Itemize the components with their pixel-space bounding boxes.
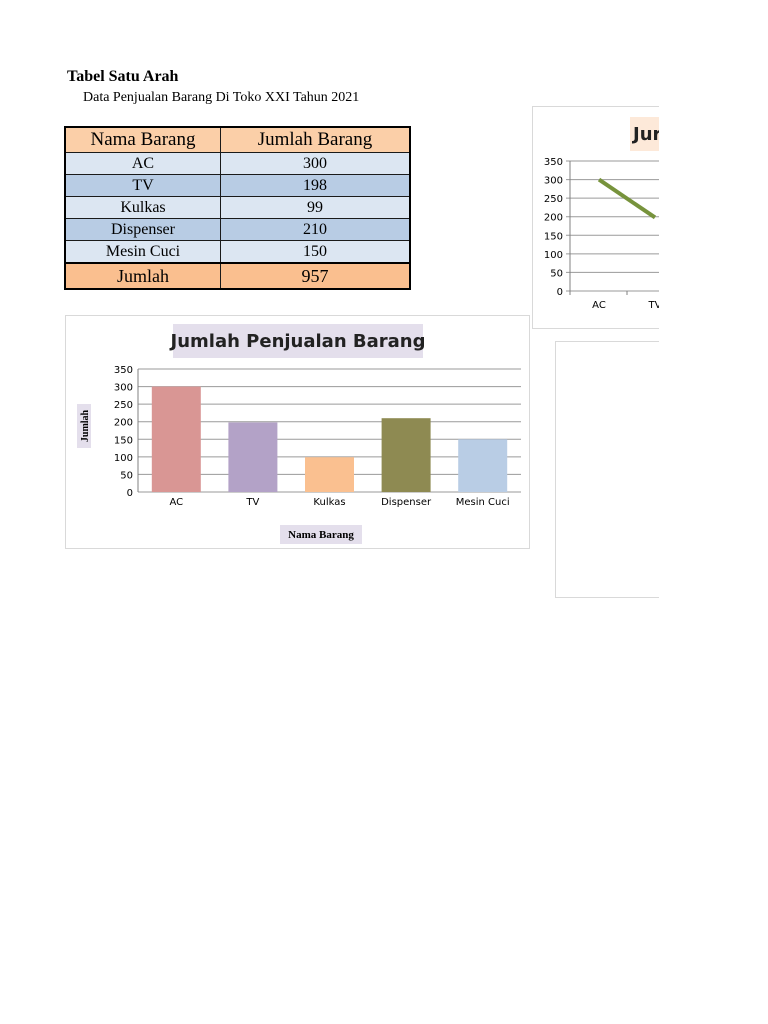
y-axis-label: Jumlah xyxy=(80,409,91,442)
bar xyxy=(228,422,278,492)
chart-title: Jumlah Penjualan Barang xyxy=(169,331,426,352)
table-row: Kulkas 99 xyxy=(64,196,411,219)
y-tick-label: 250 xyxy=(114,400,133,411)
y-tick-label: 200 xyxy=(114,418,133,429)
y-tick-label: 50 xyxy=(120,470,133,481)
x-tick-label: Dispenser xyxy=(381,497,432,508)
bar xyxy=(151,386,201,492)
x-tick-label: AC xyxy=(592,300,606,311)
table-row: Mesin Cuci 150 xyxy=(64,240,411,264)
total-value: 957 xyxy=(220,262,411,290)
row-value: 300 xyxy=(220,152,411,175)
x-tick-label: TV xyxy=(648,300,659,311)
empty-chart-container xyxy=(555,341,659,598)
row-value: 198 xyxy=(220,174,411,197)
y-tick-label: 100 xyxy=(114,453,133,464)
row-value: 150 xyxy=(220,240,411,264)
x-tick-label: Mesin Cuci xyxy=(456,497,510,508)
y-tick-label: 250 xyxy=(544,194,563,205)
total-label: Jumlah xyxy=(64,262,221,290)
x-axis-label: Nama Barang xyxy=(288,529,354,541)
row-name: Mesin Cuci xyxy=(64,240,221,264)
row-name: Kulkas xyxy=(64,196,221,219)
y-tick-label: 200 xyxy=(544,213,563,224)
bar-chart: Jumlah Penjualan Barang 0 50 100 150 200 250 30… xyxy=(77,324,521,544)
bar-chart-container: Jumlah Penjualan Barang 0 50 100 150 200 250 30… xyxy=(65,315,530,549)
chart-title-bg xyxy=(173,324,423,358)
line-chart-container: Jur 0 50 100 150 200 250 300 350 AC TV xyxy=(532,106,659,329)
line-chart: Jur 0 50 100 150 200 250 300 350 AC TV xyxy=(544,117,659,311)
sales-table: Nama Barang Jumlah Barang AC 300 TV 198 … xyxy=(64,126,411,290)
row-value: 210 xyxy=(220,218,411,241)
x-tick-label: Kulkas xyxy=(313,497,345,508)
table-total-row: Jumlah 957 xyxy=(64,262,411,290)
table-row: Dispenser 210 xyxy=(64,218,411,241)
y-tick-label: 100 xyxy=(544,250,563,261)
y-axis-label-group: Jumlah xyxy=(77,404,91,448)
header-nama-barang: Nama Barang xyxy=(64,126,221,153)
y-axis-label-bg xyxy=(77,404,91,448)
chart-title-bg xyxy=(630,117,659,151)
y-tick-label: 150 xyxy=(544,231,563,242)
y-tick-label: 150 xyxy=(114,435,133,446)
row-name: TV xyxy=(64,174,221,197)
x-axis-label-bg xyxy=(280,525,362,544)
row-name: Dispenser xyxy=(64,218,221,241)
x-tick-label: TV xyxy=(245,497,259,508)
chart-title: Jur xyxy=(631,124,659,145)
bar xyxy=(381,418,431,492)
y-tick-label: 350 xyxy=(544,157,563,168)
bar xyxy=(305,457,354,492)
page-heading: Tabel Satu Arah xyxy=(67,68,179,85)
row-value: 99 xyxy=(220,196,411,219)
y-tick-label: 350 xyxy=(114,365,133,376)
header-jumlah-barang: Jumlah Barang xyxy=(220,126,411,153)
y-tick-label: 300 xyxy=(114,383,133,394)
y-tick-label: 300 xyxy=(544,176,563,187)
table-header-row: Nama Barang Jumlah Barang xyxy=(64,126,411,153)
table-row: TV 198 xyxy=(64,174,411,197)
y-tick-label: 0 xyxy=(127,488,133,499)
page-subheading: Data Penjualan Barang Di Toko XXI Tahun … xyxy=(83,90,360,105)
y-tick-label: 0 xyxy=(557,287,563,298)
bar xyxy=(458,439,508,492)
table-row: AC 300 xyxy=(64,152,411,175)
series-line xyxy=(597,177,657,220)
row-name: AC xyxy=(64,152,221,175)
y-tick-label: 50 xyxy=(550,268,563,279)
x-tick-label: AC xyxy=(169,497,183,508)
